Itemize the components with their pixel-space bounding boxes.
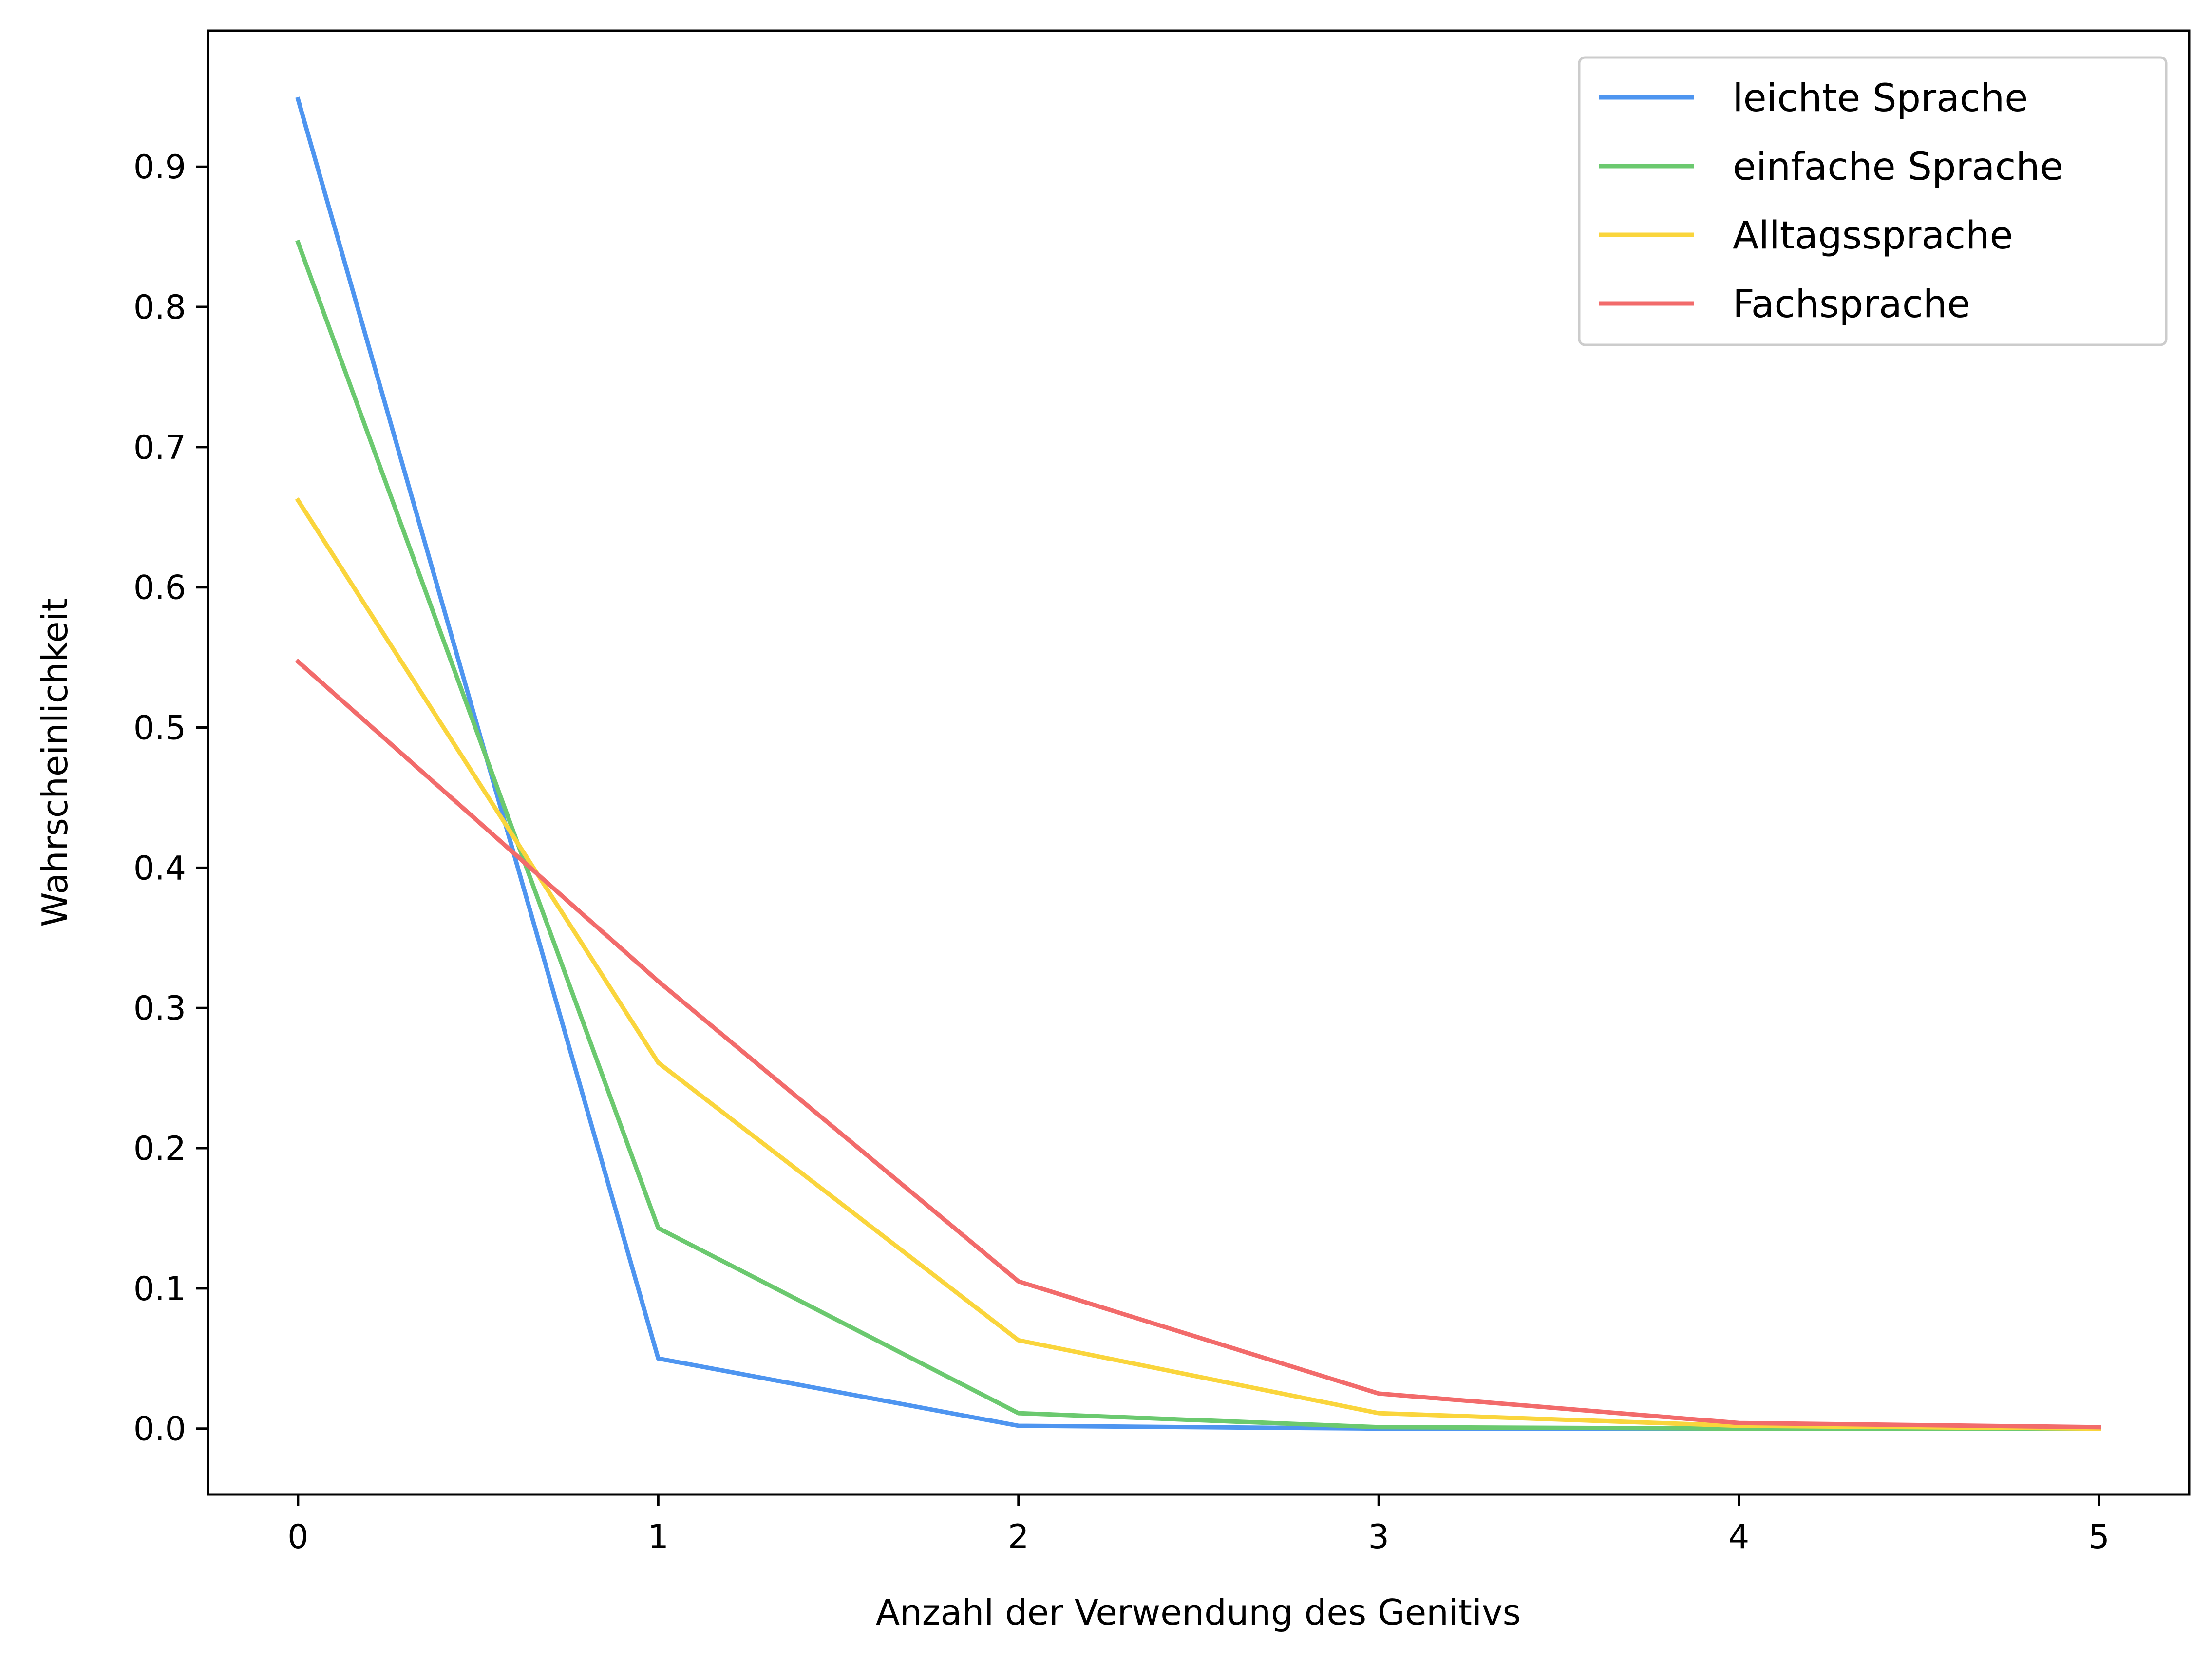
x-tick-label-4: 4	[1728, 1518, 1749, 1556]
legend: leichte Sprache einfache Sprache Alltagssp…	[1578, 56, 2168, 346]
y-tick-label-7: 0.7	[133, 429, 186, 467]
y-tick-label-9: 0.9	[133, 148, 186, 187]
y-tick-label-3: 0.3	[133, 989, 186, 1028]
y-axis-label: Wahrscheinlichkeit	[35, 598, 76, 927]
y-tick-label-2: 0.2	[133, 1130, 186, 1168]
series-layer	[295, 96, 2101, 1431]
series-line-3	[295, 658, 2101, 1430]
series-line-2	[295, 497, 2101, 1431]
y-axis: 0.0 0.1 0.2 0.3 0.4 0.5 0.6 0.7 0.8 0.9	[133, 148, 208, 1449]
legend-label-1: einfache Sprache	[1733, 145, 2063, 189]
x-tick-label-2: 2	[1008, 1518, 1029, 1556]
legend-label-2: Alltagssprache	[1733, 214, 2013, 258]
x-tick-label-0: 0	[287, 1518, 308, 1556]
x-axis-label: Anzahl der Verwendung des Genitivs	[876, 1592, 1521, 1633]
legend-label-3: Fachsprache	[1733, 283, 1970, 326]
x-tick-label-1: 1	[648, 1518, 669, 1556]
y-tick-label-8: 0.8	[133, 288, 186, 327]
y-tick-label-0: 0.0	[133, 1410, 186, 1449]
legend-box	[1578, 56, 2168, 346]
series-line-1	[295, 239, 2101, 1431]
y-tick-label-4: 0.4	[133, 849, 186, 888]
y-tick-label-6: 0.6	[133, 569, 186, 607]
plot-frame	[207, 29, 2191, 1496]
y-tick-label-5: 0.5	[133, 709, 186, 748]
legend-label-0: leichte Sprache	[1733, 76, 2028, 120]
x-tick-label-3: 3	[1368, 1518, 1389, 1556]
x-axis: 0 1 2 3 4 5	[287, 1494, 2110, 1556]
x-tick-label-5: 5	[2089, 1518, 2110, 1556]
y-tick-label-1: 0.1	[133, 1270, 186, 1308]
